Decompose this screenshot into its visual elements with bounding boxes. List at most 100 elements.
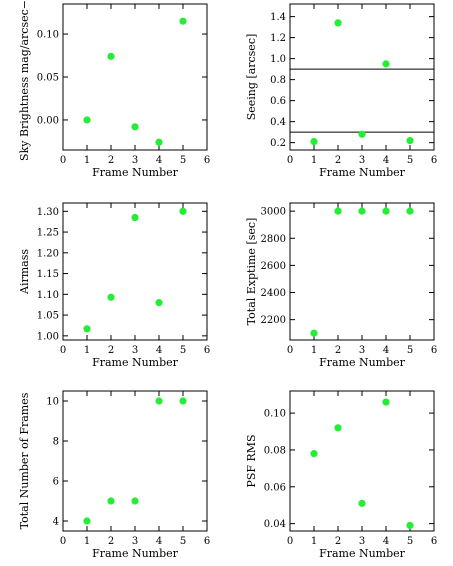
y-axis-label: Total Number of Frames bbox=[18, 392, 31, 529]
y-tick-label: 0.00 bbox=[37, 115, 59, 126]
chart-panel-1: 0 1 2 3 4 5 6 0.00 0.05 0.10 Frame Number Sky Brigh… bbox=[18, 0, 210, 179]
y-tick-label: 1.4 bbox=[270, 12, 286, 23]
x-tick-label: 3 bbox=[359, 155, 365, 166]
data-point bbox=[83, 116, 91, 124]
x-tick-label: 1 bbox=[84, 536, 90, 547]
y-tick-label: 8 bbox=[53, 437, 59, 448]
data-point bbox=[131, 213, 139, 222]
x-tick-label: 4 bbox=[156, 536, 162, 547]
x-tick-label: 3 bbox=[132, 345, 138, 356]
data-point bbox=[155, 138, 163, 146]
x-tick-label: 5 bbox=[180, 155, 186, 166]
x-tick-label: 3 bbox=[132, 155, 138, 166]
x-axis-label: Frame Number bbox=[319, 547, 406, 560]
plot-frame bbox=[289, 3, 435, 151]
data-point bbox=[334, 207, 342, 215]
y-tick-label: 2200 bbox=[261, 315, 286, 326]
y-tick-label: 3000 bbox=[261, 207, 286, 218]
x-tick-label: 0 bbox=[60, 155, 66, 166]
data-point bbox=[107, 52, 115, 60]
x-axis-label: Frame Number bbox=[92, 166, 179, 179]
x-tick-label: 6 bbox=[204, 536, 210, 547]
y-tick-label: 1.0 bbox=[270, 54, 286, 65]
x-tick-label: 1 bbox=[311, 155, 317, 166]
x-tick-label: 0 bbox=[287, 345, 293, 356]
data-point bbox=[310, 137, 318, 146]
y-tick-label: 0.10 bbox=[37, 30, 59, 41]
data-point bbox=[83, 517, 91, 525]
data-point bbox=[131, 497, 139, 505]
data-point bbox=[382, 398, 390, 406]
y-tick-label: 0.6 bbox=[270, 96, 286, 107]
data-point bbox=[310, 329, 318, 337]
y-tick-label: 0.08 bbox=[264, 445, 286, 456]
data-point bbox=[406, 207, 414, 215]
y-axis-label: Total Exptime [sec] bbox=[245, 218, 258, 326]
y-tick-label: 1.20 bbox=[37, 248, 59, 259]
x-axis-label: Frame Number bbox=[92, 356, 179, 369]
y-tick-label: 6 bbox=[53, 477, 59, 488]
y-axis-label: PSF RMS bbox=[245, 434, 258, 487]
x-tick-label: 6 bbox=[431, 345, 437, 356]
data-point bbox=[382, 207, 390, 215]
chart-panel-5: 0 1 2 3 4 5 6 4 6 8 10 Frame Number Total Number of … bbox=[18, 390, 210, 560]
x-tick-label: 5 bbox=[407, 536, 413, 547]
x-tick-label: 5 bbox=[180, 345, 186, 356]
y-tick-label: 1.30 bbox=[37, 207, 59, 218]
y-tick-label: 0.05 bbox=[37, 73, 59, 84]
x-tick-label: 0 bbox=[287, 536, 293, 547]
x-tick-label: 1 bbox=[311, 536, 317, 547]
y-tick-label: 2400 bbox=[261, 288, 286, 299]
y-tick-label: 0.04 bbox=[264, 519, 286, 530]
x-tick-label: 4 bbox=[383, 536, 389, 547]
y-tick-label: 1.05 bbox=[37, 311, 59, 322]
y-axis-label: Sky Brightness mag/arcsec−2 bbox=[18, 0, 31, 161]
x-tick-label: 2 bbox=[108, 536, 114, 547]
plot-frame bbox=[62, 390, 208, 532]
x-axis-label: Frame Number bbox=[92, 547, 179, 560]
x-tick-label: 1 bbox=[311, 345, 317, 356]
x-tick-label: 2 bbox=[335, 155, 341, 166]
y-tick-label: 4 bbox=[53, 517, 59, 528]
x-tick-label: 2 bbox=[108, 155, 114, 166]
x-tick-label: 3 bbox=[359, 536, 365, 547]
data-point bbox=[179, 17, 187, 25]
data-point bbox=[83, 325, 91, 333]
chart-panel-6: 0 1 2 3 4 5 6 0.04 0.06 0.08 0.10 Frame Number PSF R… bbox=[245, 390, 437, 560]
x-tick-label: 4 bbox=[383, 345, 389, 356]
y-tick-label: 1.00 bbox=[37, 331, 59, 342]
x-tick-label: 2 bbox=[108, 345, 114, 356]
plot-frame bbox=[62, 202, 208, 341]
x-tick-label: 3 bbox=[132, 536, 138, 547]
plot-frame bbox=[289, 390, 435, 532]
x-tick-label: 5 bbox=[407, 155, 413, 166]
data-point bbox=[358, 130, 366, 138]
data-point bbox=[155, 397, 163, 405]
data-point bbox=[406, 136, 414, 145]
x-tick-label: 4 bbox=[383, 155, 389, 166]
y-tick-label: 0.06 bbox=[264, 482, 286, 493]
y-tick-label: 0.10 bbox=[264, 409, 286, 420]
x-tick-label: 4 bbox=[156, 345, 162, 356]
y-tick-label: 2800 bbox=[261, 234, 286, 245]
data-point bbox=[406, 521, 414, 530]
x-tick-label: 0 bbox=[60, 345, 66, 356]
y-tick-label: 10 bbox=[46, 397, 59, 408]
x-axis-label: Frame Number bbox=[319, 356, 406, 369]
data-point bbox=[107, 497, 115, 505]
y-tick-label: 1.15 bbox=[37, 269, 59, 280]
data-point bbox=[358, 499, 366, 507]
y-tick-label: 1.2 bbox=[270, 33, 286, 44]
x-tick-label: 3 bbox=[359, 345, 365, 356]
y-tick-label: 2600 bbox=[261, 261, 286, 272]
data-point bbox=[179, 207, 187, 215]
data-point bbox=[310, 450, 318, 458]
y-axis-label: Seeing [arcsec] bbox=[245, 34, 258, 121]
x-tick-label: 6 bbox=[204, 345, 210, 356]
data-point bbox=[131, 123, 139, 131]
data-point bbox=[334, 424, 342, 432]
x-tick-label: 2 bbox=[335, 345, 341, 356]
x-tick-label: 1 bbox=[84, 345, 90, 356]
y-tick-label: 1.25 bbox=[37, 228, 59, 239]
x-tick-label: 6 bbox=[431, 536, 437, 547]
